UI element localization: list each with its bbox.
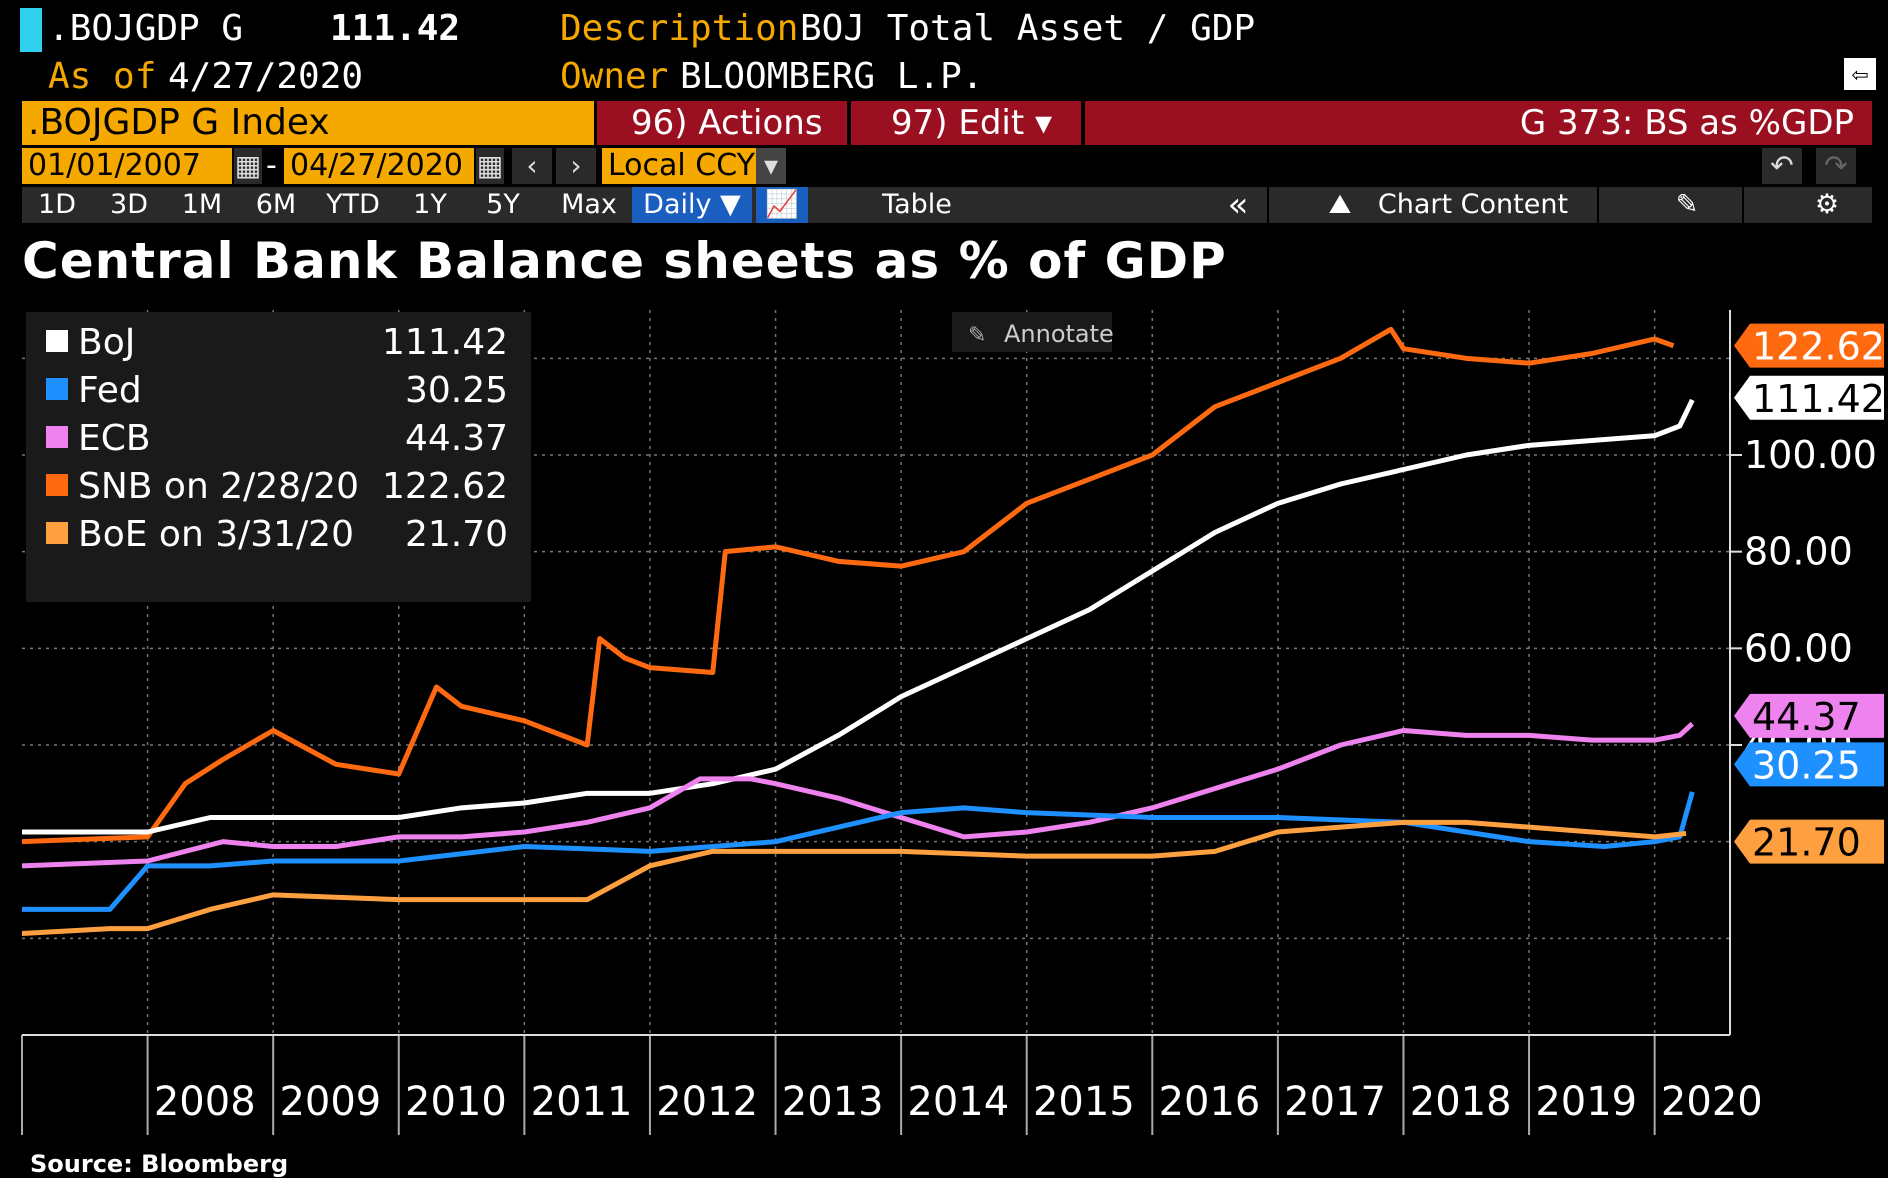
line-chart-icon[interactable]: 📈 xyxy=(756,187,808,223)
last-value-flag-label-boe: 21.70 xyxy=(1752,821,1861,865)
series-line-ecb xyxy=(21,721,1695,869)
period-max[interactable]: Max xyxy=(561,189,617,220)
collapse-double-chevron-icon[interactable]: « xyxy=(1227,185,1249,225)
last-value: 111.42 xyxy=(330,8,461,49)
x-tick-label: 2016 xyxy=(1159,1079,1261,1125)
legend-box xyxy=(26,312,531,602)
x-tick-label: 2009 xyxy=(279,1079,381,1125)
edit-chart-icon[interactable]: ✎ xyxy=(1675,189,1699,220)
legend-swatch xyxy=(46,378,68,400)
legend-value: 44.37 xyxy=(405,418,508,459)
last-value-flag-label-ecb: 44.37 xyxy=(1752,695,1861,739)
x-tick-label: 2018 xyxy=(1410,1079,1512,1125)
as-of-date: 4/27/2020 xyxy=(168,56,364,97)
last-value-flag-boj xyxy=(1734,375,1884,420)
last-value-flag-label-boj: 111.42 xyxy=(1752,377,1885,421)
period-1m[interactable]: 1M xyxy=(181,189,223,220)
annotate-button xyxy=(952,312,1112,352)
chart-content-button[interactable]: Chart Content xyxy=(1377,189,1569,220)
series-line-fed xyxy=(22,791,1695,912)
period-ytd[interactable]: YTD xyxy=(326,189,380,220)
legend-label: ECB xyxy=(78,418,151,459)
period-1d[interactable]: 1D xyxy=(38,189,76,220)
y-tick-label: 100.00 xyxy=(1744,433,1877,477)
redo-icon[interactable]: ↷ xyxy=(1816,148,1856,184)
legend-label: Fed xyxy=(78,370,142,411)
period-3d[interactable]: 3D xyxy=(110,189,148,220)
last-value-flag-boe xyxy=(1734,819,1884,864)
legend-value: 122.62 xyxy=(382,466,508,507)
end-date-input[interactable]: 04/27/2020 xyxy=(284,148,474,184)
start-calendar-icon[interactable]: ▦ xyxy=(234,148,262,184)
security-color-marker xyxy=(20,8,42,52)
date-range-bar: 01/01/2007 ▦ - 04/27/2020 ▦ ‹ › Local CC… xyxy=(22,148,1872,184)
x-tick-label: 2017 xyxy=(1284,1079,1386,1125)
last-value-flag-label-fed: 30.25 xyxy=(1752,743,1861,787)
owner-label: Owner xyxy=(560,56,669,97)
chart-plot: 2008 2009 2010 2011 2012 2013 2014 2015 2016 2017… xyxy=(21,310,1885,1135)
frequency-select[interactable]: Daily ▼ xyxy=(632,187,752,223)
last-value-flag-ecb xyxy=(1734,693,1884,738)
legend-swatch xyxy=(46,522,68,544)
security-subheader: As of 4/27/2020 Owner BLOOMBERG L.P. ⇦ xyxy=(0,52,1888,100)
actions-menu[interactable]: 96) Actions ▾ xyxy=(597,101,847,187)
x-tick-label: 2015 xyxy=(1033,1079,1135,1125)
last-value-flag-snb xyxy=(1734,323,1884,368)
chart-toolbar: 1D 3D 1M 6M YTD 1Y 5Y Max Daily ▼ 📈 Tabl… xyxy=(22,187,1872,223)
legend-value: 21.70 xyxy=(405,514,508,555)
currency-dropdown-icon[interactable]: ▾ xyxy=(756,148,786,184)
chart-source: Source: Bloomberg xyxy=(30,1150,289,1178)
last-value-flag-fed xyxy=(1734,742,1884,787)
start-date-input[interactable]: 01/01/2007 xyxy=(22,148,232,184)
legend-swatch xyxy=(46,426,68,448)
x-tick-label: 2020 xyxy=(1661,1079,1763,1125)
description-value: BOJ Total Asset / GDP xyxy=(800,8,1256,49)
ticker-label: .BOJGDP G xyxy=(48,8,244,49)
command-bar: .BOJGDP G Index 96) Actions ▾ 97) Edit ▾… xyxy=(22,101,1872,187)
last-value-flag-label-snb: 122.62 xyxy=(1752,325,1885,369)
function-title: G 373: BS as %GDP xyxy=(1085,101,1872,145)
series-line-snb xyxy=(21,326,1675,845)
legend-value: 30.25 xyxy=(405,370,508,411)
range-dash: - xyxy=(266,148,277,183)
security-field[interactable]: .BOJGDP G Index xyxy=(22,101,594,145)
x-tick-label: 2012 xyxy=(656,1079,758,1125)
legend-label: BoJ xyxy=(78,322,135,363)
prev-range-button[interactable]: ‹ xyxy=(512,148,552,184)
description-label: Description xyxy=(560,8,799,49)
legend-swatch xyxy=(46,474,68,496)
legend-swatch xyxy=(46,330,68,352)
x-tick-label: 2010 xyxy=(405,1079,507,1125)
x-tick-label: 2019 xyxy=(1535,1079,1637,1125)
y-tick-label: 80.00 xyxy=(1744,530,1853,574)
chart-title: Central Bank Balance sheets as % of GDP xyxy=(22,232,1227,290)
period-1y[interactable]: 1Y xyxy=(413,189,447,220)
legend-label: SNB on 2/28/20 xyxy=(78,466,359,507)
undo-icon[interactable]: ↶ xyxy=(1762,148,1802,184)
period-6m[interactable]: 6M xyxy=(255,189,297,220)
y-tick-label: 60.00 xyxy=(1744,626,1853,670)
currency-select[interactable]: Local CCY xyxy=(602,148,774,184)
security-header: .BOJGDP G 111.42 Description BOJ Total A… xyxy=(0,0,1888,52)
annotate-label: Annotate xyxy=(1004,320,1114,348)
end-calendar-icon[interactable]: ▦ xyxy=(476,148,504,184)
x-tick-label: 2011 xyxy=(531,1079,633,1125)
legend-value: 111.42 xyxy=(382,322,508,363)
x-tick-label: 2013 xyxy=(782,1079,884,1125)
chart-content-icon: ⛰ xyxy=(1328,189,1352,220)
settings-gear-icon[interactable]: ⚙ xyxy=(1814,189,1840,220)
series-line-boj xyxy=(22,398,1695,835)
as-of-label: As of xyxy=(48,56,157,97)
export-icon[interactable]: ⇦ xyxy=(1844,58,1876,90)
period-5y[interactable]: 5Y xyxy=(486,189,520,220)
x-tick-label: 2008 xyxy=(154,1079,256,1125)
x-tick-label: 2014 xyxy=(907,1079,1009,1125)
edit-menu[interactable]: 97) Edit ▾ xyxy=(851,101,1081,145)
table-button[interactable]: Table xyxy=(882,189,952,220)
legend-label: BoE on 3/31/20 xyxy=(78,514,354,555)
series-line-boe xyxy=(21,819,1687,936)
next-range-button[interactable]: › xyxy=(556,148,596,184)
annotate-pencil-icon: ✎ xyxy=(968,323,986,348)
owner-value: BLOOMBERG L.P. xyxy=(680,56,984,97)
